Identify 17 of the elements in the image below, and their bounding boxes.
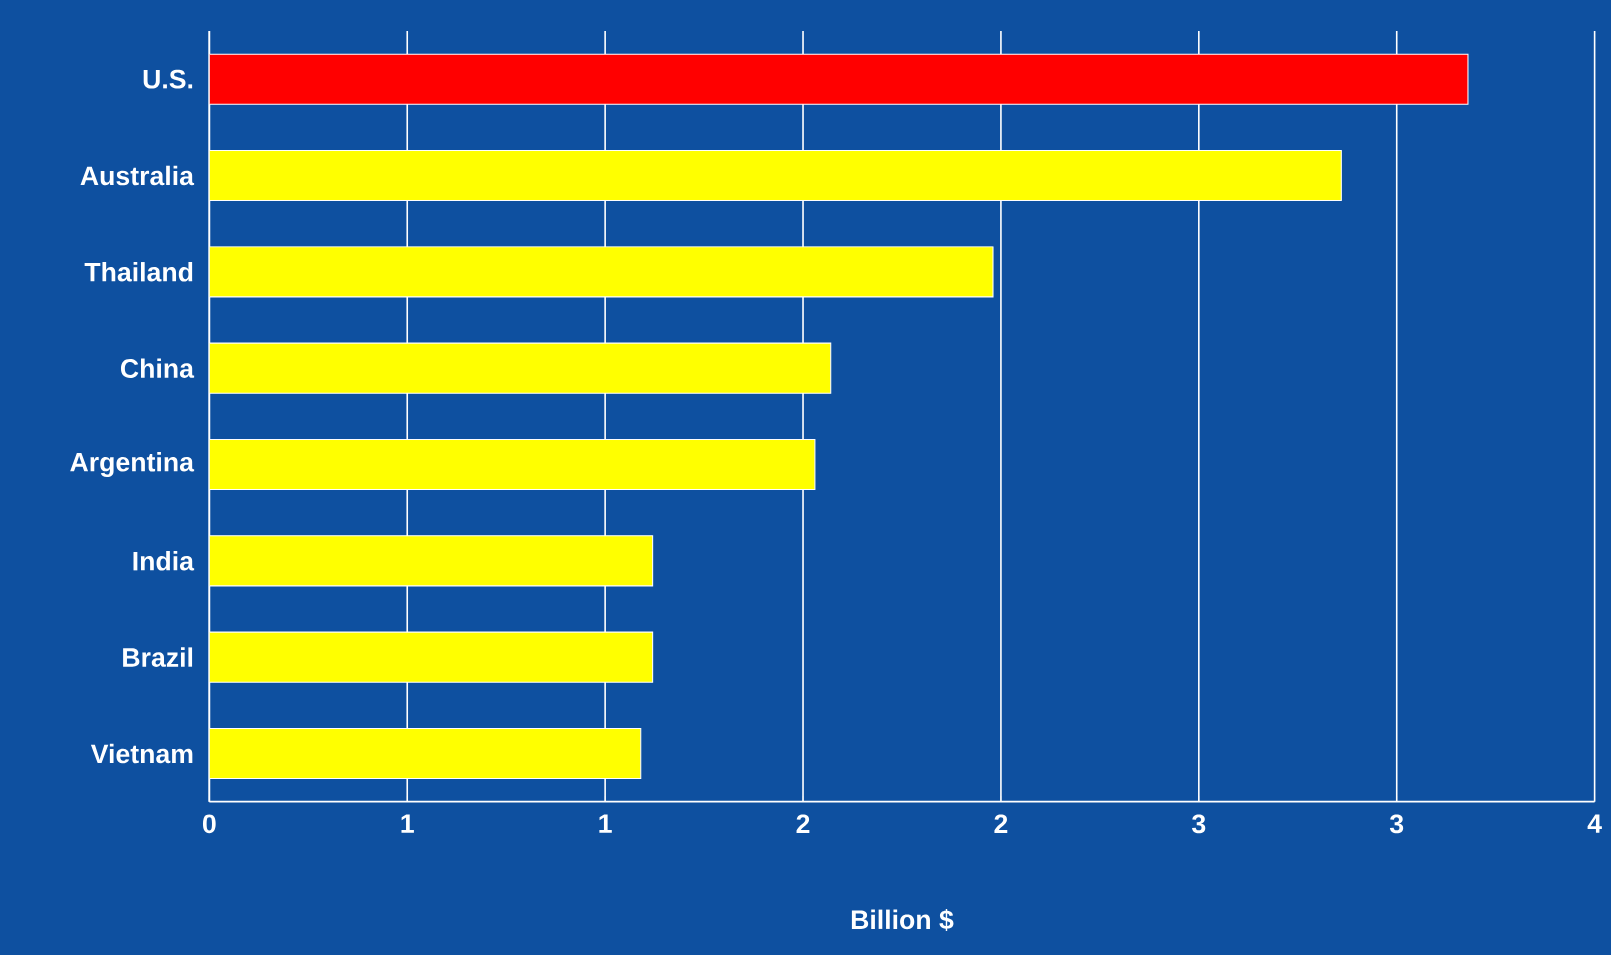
x-tick-label: 2 [994,814,1008,833]
x-tick-label: 1 [599,814,612,833]
y-tick-label: Vietnam [90,743,193,764]
y-tick-label: Brazil [123,647,193,667]
y-tick-label: Thailand [84,262,193,282]
x-tick-label: 4 [1587,814,1602,833]
x-axis-title: Billion $ [851,909,954,931]
y-tick-label: Argentina [70,452,195,477]
y-tick-label: U.S. [143,69,193,89]
y-tick-label: India [133,551,195,571]
x-tick-label: 3 [1389,814,1404,834]
x-tick-label: 1 [401,814,414,833]
x-tick-label: 3 [1192,814,1206,834]
y-tick-label: China [120,358,195,378]
x-tick-label: 0 [202,814,216,834]
x-tick-label: 2 [796,814,810,833]
y-tick-label: Australia [80,165,195,186]
